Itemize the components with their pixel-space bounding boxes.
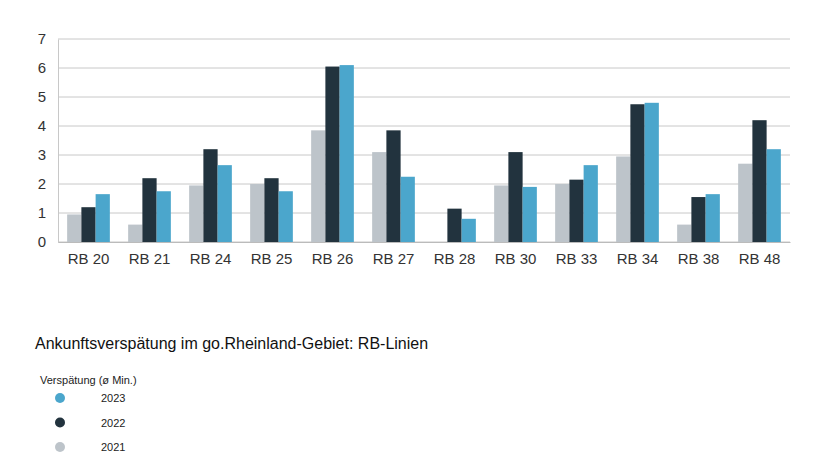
- chart: 01234567RB 20RB 21RB 24RB 25RB 26RB 27RB…: [0, 0, 827, 471]
- x-tick-label: RB 34: [617, 250, 659, 267]
- y-tick: 7: [38, 30, 58, 47]
- x-axis-line: [59, 242, 791, 243]
- grid-line: [58, 184, 790, 185]
- bar: [738, 164, 752, 242]
- bar: [508, 152, 522, 242]
- x-tick-label: RB 25: [251, 250, 293, 267]
- x-tick-label: RB 26: [312, 250, 354, 267]
- x-tick-label: RB 20: [68, 250, 110, 267]
- y-axis-line: [58, 40, 59, 243]
- x-tick: RB 20: [68, 242, 110, 267]
- y-tick: 2: [38, 175, 58, 192]
- y-tick: 1: [38, 204, 58, 221]
- chart-title: Ankunftsverspätung im go.Rheinland-Gebie…: [35, 335, 428, 352]
- grid-line: [58, 68, 790, 69]
- bar: [462, 219, 476, 242]
- bar: [494, 185, 508, 242]
- legend-marker: [55, 393, 65, 403]
- x-tick-label: RB 38: [678, 250, 720, 267]
- x-tick: RB 33: [556, 242, 598, 267]
- legend-title: Verspätung (ø Min.): [40, 374, 137, 386]
- y-tick: 4: [38, 117, 58, 134]
- y-tick: 0: [38, 233, 58, 250]
- x-tick: RB 34: [617, 242, 659, 267]
- legend-label: 2023: [101, 392, 125, 404]
- bar: [677, 225, 691, 242]
- bar: [203, 149, 217, 242]
- x-axis: RB 20 RB 21 RB 24 RB 25 RB 26 RB 27 RB 28 RB 30…: [59, 242, 791, 267]
- bar: [311, 130, 325, 242]
- grid: [58, 39, 790, 242]
- y-tick-label: 6: [38, 59, 46, 76]
- bar: [584, 165, 598, 242]
- legend-label: 2021: [101, 441, 125, 453]
- bar: [67, 214, 81, 242]
- y-tick-label: 2: [38, 175, 46, 192]
- x-tick: RB 28: [434, 242, 476, 267]
- y-tick: 5: [38, 88, 58, 105]
- grid-line: [58, 155, 790, 156]
- y-tick-label: 1: [38, 204, 46, 221]
- bar: [569, 180, 583, 242]
- x-tick-label: RB 21: [129, 250, 171, 267]
- bar: [250, 184, 264, 242]
- bar: [325, 67, 339, 242]
- bar: [447, 209, 461, 242]
- x-tick-label: RB 27: [373, 250, 415, 267]
- x-tick-label: RB 28: [434, 250, 476, 267]
- y-tick-label: 3: [38, 146, 46, 163]
- x-tick: RB 30: [495, 242, 537, 267]
- x-tick: RB 26: [312, 242, 354, 267]
- grid-line: [58, 97, 790, 98]
- bar: [706, 194, 720, 242]
- bar: [767, 149, 781, 242]
- bar: [218, 165, 232, 242]
- bar: [645, 103, 659, 242]
- x-tick: RB 21: [129, 242, 171, 267]
- legend-label: 2022: [101, 417, 125, 429]
- bar: [279, 191, 293, 242]
- x-tick: RB 27: [373, 242, 415, 267]
- bar: [523, 187, 537, 242]
- bar: [691, 197, 705, 242]
- y-tick-label: 4: [38, 117, 46, 134]
- bar: [630, 104, 644, 242]
- x-tick: RB 38: [678, 242, 720, 267]
- legend-marker: [55, 442, 65, 452]
- bar: [157, 191, 171, 242]
- bars: [67, 65, 781, 242]
- bar: [752, 120, 766, 242]
- y-tick-label: 7: [38, 30, 46, 47]
- y-tick: 6: [38, 59, 58, 76]
- bar: [96, 194, 110, 242]
- x-tick: RB 48: [739, 242, 781, 267]
- y-tick-label: 5: [38, 88, 46, 105]
- x-tick: RB 25: [251, 242, 293, 267]
- y-tick-label: 0: [38, 233, 46, 250]
- x-tick-label: RB 24: [190, 250, 232, 267]
- bar: [189, 185, 203, 242]
- bar: [142, 178, 156, 242]
- x-tick: RB 24: [190, 242, 232, 267]
- bar: [340, 65, 354, 242]
- bar: [128, 225, 142, 242]
- x-tick-label: RB 30: [495, 250, 537, 267]
- legend-marker: [55, 418, 65, 428]
- bar: [386, 130, 400, 242]
- legend: Verspätung (ø Min.) 2023 2022 2021: [40, 374, 137, 453]
- x-tick-label: RB 48: [739, 250, 781, 267]
- grid-line: [58, 39, 790, 40]
- grid-line: [58, 126, 790, 127]
- bar: [616, 156, 630, 242]
- y-axis: 0 1 2 3 4 5 6 7: [38, 30, 59, 250]
- bar: [264, 178, 278, 242]
- bar: [401, 177, 415, 242]
- bar: [372, 152, 386, 242]
- bar: [555, 184, 569, 242]
- x-tick-label: RB 33: [556, 250, 598, 267]
- bar: [81, 207, 95, 242]
- y-tick: 3: [38, 146, 58, 163]
